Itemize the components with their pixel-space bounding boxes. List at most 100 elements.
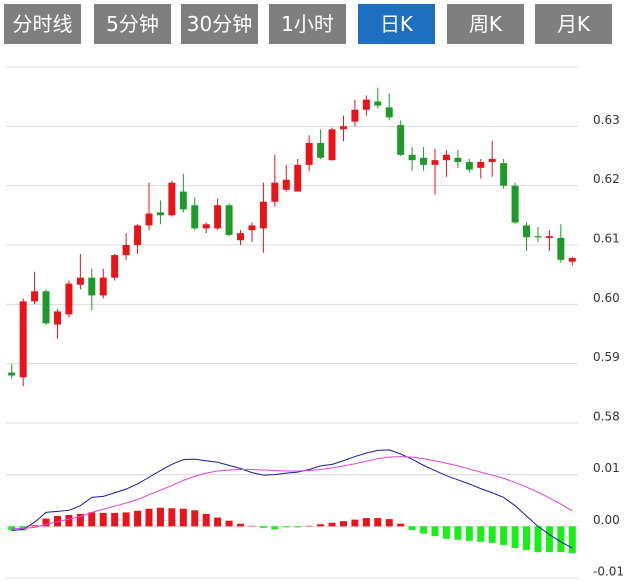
candle-body	[53, 311, 61, 325]
macd-bar	[523, 526, 531, 551]
macd-bar	[282, 526, 290, 528]
candle-body	[156, 212, 164, 216]
macd-bar	[488, 526, 496, 543]
macd-bar	[362, 518, 370, 527]
candle-body	[42, 291, 50, 324]
macd-bar	[317, 524, 325, 527]
macd-bar	[420, 526, 428, 534]
macd-line	[11, 449, 573, 549]
macd-bar	[259, 526, 267, 528]
candle-body	[305, 142, 313, 165]
y-tick-label: 0.60	[593, 291, 620, 305]
macd-bar	[465, 526, 473, 541]
candle-body	[328, 129, 336, 161]
macd-bar	[271, 526, 279, 530]
macd-bar	[454, 526, 462, 540]
candle-body	[374, 101, 382, 106]
candle-body	[8, 372, 16, 376]
candle-body	[191, 205, 199, 229]
candle-body	[202, 224, 210, 229]
candle-body	[317, 142, 325, 158]
candle-body	[145, 213, 153, 226]
candle-body	[477, 161, 485, 168]
candle-body	[442, 154, 450, 161]
macd-bar	[248, 525, 256, 527]
candle-body	[214, 205, 222, 229]
macd-bar	[500, 526, 508, 545]
candle-body	[134, 225, 142, 245]
macd-bar	[339, 521, 347, 527]
macd-bar	[557, 526, 565, 553]
candle-body	[362, 99, 370, 110]
candle-body	[339, 126, 347, 130]
macd-bar	[99, 512, 107, 527]
macd-bar	[202, 513, 210, 527]
period-tab[interactable]: 30分钟	[181, 4, 258, 44]
candle-body	[420, 157, 428, 165]
macd-bar	[53, 516, 61, 527]
candle-body	[523, 225, 531, 238]
candle-body	[511, 185, 519, 223]
candle-body	[488, 158, 496, 162]
macd-bar	[31, 525, 39, 527]
candle-body	[31, 291, 39, 302]
macd-bar	[431, 526, 439, 537]
y-tick-label: 0.00	[593, 513, 620, 527]
macd-bar	[111, 512, 119, 527]
y-tick-label: 0.58	[593, 410, 620, 424]
macd-bar	[351, 519, 359, 527]
candle-body	[88, 277, 96, 296]
candle-body	[76, 277, 84, 285]
candle-body	[65, 283, 73, 315]
candle-body	[225, 205, 233, 235]
macd-bar	[385, 519, 393, 527]
candle-body	[179, 191, 187, 210]
period-tab[interactable]: 分时线	[4, 4, 81, 44]
macd-bar	[545, 526, 553, 553]
macd-bar	[134, 510, 142, 527]
candle-body	[500, 163, 508, 186]
candle-body	[248, 225, 256, 231]
macd-bar	[42, 518, 50, 527]
period-tab[interactable]: 1小时	[269, 4, 346, 44]
macd-bar	[568, 526, 576, 554]
candle-body	[568, 258, 576, 262]
macd-bar	[145, 508, 153, 527]
candle-body	[545, 236, 553, 238]
macd-bar	[328, 522, 336, 527]
y-tick-label: 0.61	[593, 232, 620, 246]
macd-bar	[179, 508, 187, 527]
candle-body	[465, 161, 473, 170]
period-tab[interactable]: 日K	[358, 4, 435, 44]
y-tick-label: 0.59	[593, 350, 620, 364]
macd-bar	[511, 526, 519, 549]
y-tick-label: -0.01	[593, 565, 624, 579]
macd-bar	[397, 523, 405, 527]
macd-bar	[305, 525, 313, 527]
candle-body	[351, 109, 359, 122]
macd-bar	[442, 526, 450, 539]
y-tick-label: 0.62	[593, 172, 620, 186]
period-tab[interactable]: 月K	[535, 4, 612, 44]
candle-body	[282, 179, 290, 190]
macd-bar	[156, 507, 164, 527]
macd-bar	[76, 513, 84, 527]
candle-body	[454, 157, 462, 162]
period-tab[interactable]: 周K	[447, 4, 524, 44]
y-tick-label: 0.63	[593, 113, 620, 127]
macd-bar	[477, 526, 485, 542]
candle-body	[237, 233, 245, 241]
candle-body	[259, 201, 267, 229]
candle-body	[122, 245, 130, 256]
macd-bar	[88, 512, 96, 527]
candle-body	[111, 255, 119, 278]
candle-body	[168, 182, 176, 216]
macd-bar	[225, 520, 233, 527]
candle-body	[397, 125, 405, 155]
period-tab[interactable]: 5分钟	[94, 4, 171, 44]
macd-bar	[168, 508, 176, 527]
macd-bar	[534, 526, 542, 553]
macd-line	[11, 456, 573, 529]
macd-bar	[294, 526, 302, 528]
